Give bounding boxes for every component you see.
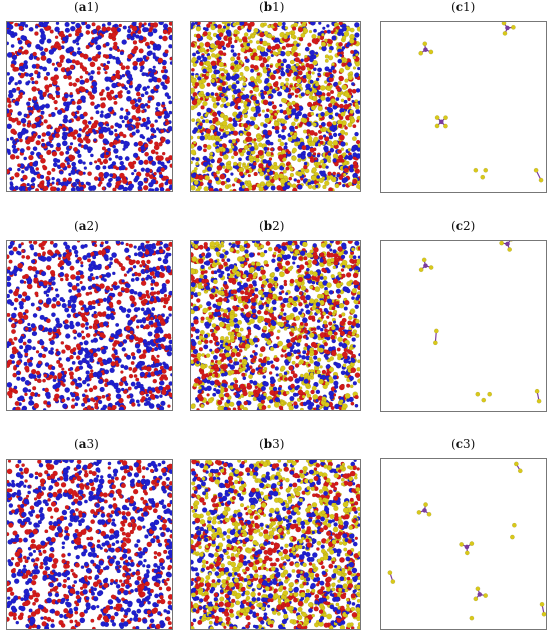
panel-a2 — [6, 240, 173, 411]
simulation-box-a1 — [7, 22, 172, 191]
panel-b1 — [190, 21, 361, 192]
panel-b2 — [190, 240, 361, 411]
simulation-box-b2 — [191, 241, 360, 410]
panel-c2 — [380, 240, 547, 412]
panel-label-c2: (c2) — [451, 219, 476, 233]
simulation-box-a2 — [7, 241, 172, 410]
panel-label-a3: (a3) — [74, 437, 99, 451]
simulation-box-c3 — [387, 461, 546, 621]
panel-b3 — [190, 459, 361, 630]
panel-label-b3: (b3) — [259, 437, 285, 451]
simulation-box-b3 — [191, 460, 360, 629]
panel-c3 — [380, 458, 547, 630]
panel-label-a2: (a2) — [74, 219, 99, 233]
panel-a1 — [6, 21, 173, 192]
panel-label-b2: (b2) — [259, 219, 285, 233]
simulation-box-c1 — [418, 22, 544, 183]
simulation-box-c2 — [418, 241, 542, 404]
simulation-box-b1 — [191, 22, 360, 191]
simulation-box-a3 — [7, 460, 172, 629]
panel-label-c3: (c3) — [451, 437, 476, 451]
panel-a3 — [6, 459, 173, 630]
panel-label-a1: (a1) — [74, 0, 99, 14]
panel-label-c1: (c1) — [451, 0, 476, 14]
panel-label-b1: (b1) — [259, 0, 285, 14]
panel-c1 — [380, 21, 547, 193]
